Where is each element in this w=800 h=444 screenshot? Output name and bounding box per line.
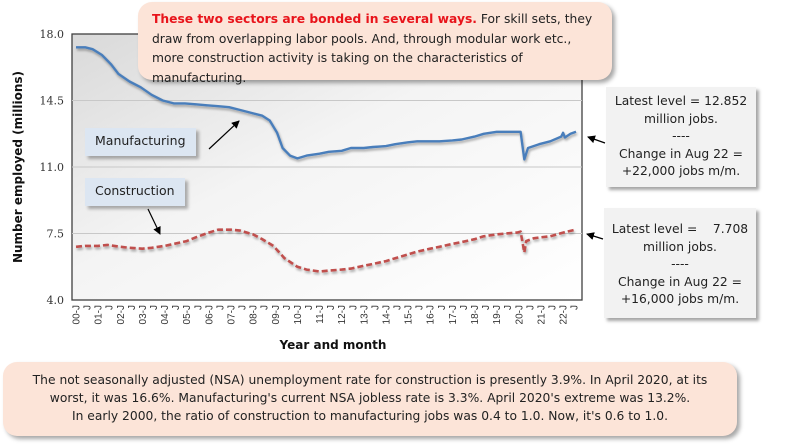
y-tick-label: 11.0 [40,161,65,174]
y-tick-label: 18.0 [40,28,65,41]
x-axis-title: Year and month [279,338,387,352]
x-tick-label: 18-J [470,305,481,324]
x-tick-label: 07-J [226,305,237,324]
manufacturing-level-line4: Change in Aug 22 = [619,146,743,161]
x-tick-label: 05-J [182,305,193,324]
construction-label-arrow [147,208,161,235]
x-tick-label: 22-J [559,305,570,324]
construction-level-line4: Change in Aug 22 = [618,274,742,289]
bottom-annotation: The not seasonally adjusted (NSA) unempl… [3,362,737,436]
construction-level-line1: Latest level = 7.708 [611,222,749,236]
bottom-annotation-line1: The not seasonally adjusted (NSA) unempl… [32,373,708,387]
x-tick-label: J [105,305,116,310]
manufacturing-label-arrow [208,120,240,150]
x-tick-label: J [282,305,293,310]
x-tick-label: J [149,305,160,310]
y-axis-title: Number employed (millions) [11,71,25,263]
x-tick-label: J [193,305,204,310]
x-tick-label: 01-J [94,305,105,324]
construction-level-line5: +16,000 jobs m/m. [620,292,740,306]
x-tick-label: 19-J [492,305,503,324]
x-tick-label: 08-J [249,305,260,324]
x-tick-label: J [503,305,514,310]
x-tick-label: 15-J [404,305,415,324]
x-tick-label: J [415,305,426,310]
manufacturing-level-line5: +22,000 jobs m/m. [621,164,741,178]
x-tick-label: J [171,305,182,310]
construction-level-box: Latest level = 7.708 million jobs. ---- … [604,208,756,318]
x-tick-label: J [570,305,581,310]
construction-level-line3: ---- [671,257,689,271]
x-tick-label: 21-J [536,305,547,324]
x-tick-label: J [127,305,138,310]
x-tick-label: J [215,305,226,310]
x-tick-label: 11-J [315,305,326,324]
manufacturing-level-box: Latest level = 12.852 million jobs. ----… [606,87,756,187]
manufacturing-level-line1: Latest level = 12.852 [614,94,748,108]
construction-level-line2: million jobs. [643,239,717,254]
x-tick-label: 12-J [337,305,348,324]
x-tick-label: 09-J [271,305,282,324]
series-line-manufacturing [76,46,577,161]
x-tick-label: 06-J [204,305,215,324]
x-tick-label: J [83,305,94,310]
x-axis-ticks: 00-J J 01-J J 02-J J 03-J J 04-J J 05-J J 06-J J 07-J J… [72,305,581,324]
x-tick-label: J [260,305,271,310]
x-tick-label: J [525,305,536,310]
x-tick-label: J [348,305,359,310]
x-tick-label: 03-J [138,305,149,324]
x-tick-label: 04-J [160,305,171,324]
series-line-construction [75,228,577,273]
x-tick-label: J [304,305,315,310]
x-tick-label: J [481,305,492,310]
x-tick-label: J [548,305,559,310]
x-tick-label: J [326,305,337,310]
x-tick-label: J [370,305,381,310]
construction-label-text: Construction [95,183,175,198]
x-tick-label: 17-J [448,305,459,324]
x-tick-label: 00-J [72,305,83,324]
top-annotation-text: For skill sets, they draw from overlappi… [152,12,593,85]
x-tick-label: J [459,305,470,310]
x-tick-label: 13-J [359,305,370,324]
manufacturing-label: Manufacturing [85,128,196,156]
manufacturing-level-line3: ---- [672,129,690,143]
construction-level-arrow [586,232,604,240]
construction-label: Construction [85,178,185,206]
bottom-annotation-line2: worst, it was 16.6%. Manufacturing's cur… [49,391,691,405]
manufacturing-level-line2: million jobs. [644,111,718,126]
x-tick-label: J [238,305,249,310]
x-tick-label: 16-J [426,305,437,324]
x-tick-label: 20-J [514,305,525,324]
y-tick-label: 14.5 [40,95,65,108]
y-tick-label: 4.0 [47,294,65,307]
y-tick-label: 7.5 [47,228,65,241]
x-tick-label: 02-J [116,305,127,324]
top-annotation-highlight: These two sectors are bonded in several … [152,12,477,26]
x-tick-label: J [437,305,448,310]
x-tick-label: 10-J [293,305,304,324]
bottom-annotation-line3: In early 2000, the ratio of construction… [71,409,669,423]
top-annotation: These two sectors are bonded in several … [138,2,612,85]
series-lines [75,46,577,273]
manufacturing-label-text: Manufacturing [95,133,186,148]
x-tick-label: 14-J [381,305,392,324]
x-tick-label: J [393,305,404,310]
manufacturing-level-arrow [587,135,606,144]
y-axis-ticks: 18.0 14.5 11.0 7.5 4.0 [40,28,65,307]
